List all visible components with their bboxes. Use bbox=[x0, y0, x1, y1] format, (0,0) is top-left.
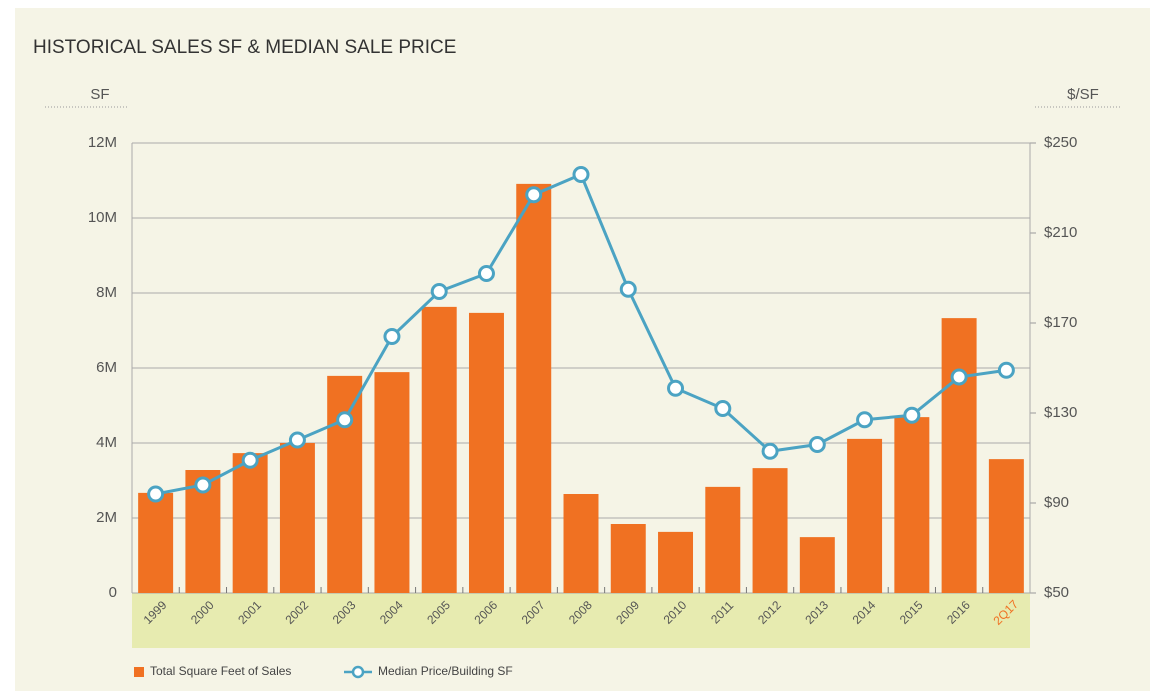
marker bbox=[288, 431, 306, 449]
marker bbox=[477, 265, 495, 282]
legend-marker bbox=[351, 665, 365, 679]
category-band bbox=[132, 593, 1030, 648]
legend-swatch bbox=[134, 667, 144, 677]
bar bbox=[658, 531, 694, 593]
marker bbox=[808, 436, 826, 453]
marker bbox=[383, 328, 401, 345]
bar bbox=[610, 524, 646, 593]
bar bbox=[232, 453, 268, 593]
marker bbox=[950, 368, 968, 386]
bar bbox=[894, 417, 930, 593]
bar bbox=[799, 537, 835, 593]
y2-tick-label: $250 bbox=[1044, 134, 1077, 151]
marker bbox=[194, 476, 212, 494]
bar bbox=[563, 494, 599, 593]
y-tick-label: 12M bbox=[88, 134, 117, 151]
y-tick-label: 6M bbox=[96, 359, 117, 376]
marker bbox=[147, 485, 165, 503]
bar bbox=[279, 443, 315, 593]
bar bbox=[468, 312, 504, 593]
bar bbox=[705, 486, 741, 593]
y-tick-label: 10M bbox=[88, 209, 117, 226]
marker bbox=[856, 411, 874, 429]
y2-tick-label: $50 bbox=[1044, 584, 1069, 601]
bar bbox=[941, 318, 977, 593]
y-axis-label: SF bbox=[90, 86, 109, 103]
marker bbox=[336, 411, 354, 429]
marker bbox=[619, 280, 637, 298]
y-tick-label: 8M bbox=[96, 284, 117, 301]
y2-tick-label: $90 bbox=[1044, 494, 1069, 511]
legend-label: Median Price/Building SF bbox=[378, 664, 513, 678]
y-tick-label: 4M bbox=[96, 434, 117, 451]
bar bbox=[138, 492, 174, 593]
marker bbox=[572, 166, 590, 183]
marker bbox=[714, 400, 732, 417]
marker bbox=[241, 451, 259, 469]
bar bbox=[327, 375, 363, 593]
marker bbox=[667, 379, 685, 397]
y2-tick-label: $210 bbox=[1044, 224, 1077, 241]
marker bbox=[997, 361, 1015, 379]
marker bbox=[430, 283, 448, 300]
bar bbox=[374, 372, 410, 593]
chart-title: HISTORICAL SALES SF & MEDIAN SALE PRICE bbox=[33, 37, 456, 58]
bar bbox=[847, 438, 883, 593]
marker bbox=[525, 186, 543, 204]
bar bbox=[752, 468, 788, 593]
marker bbox=[903, 406, 921, 424]
bar bbox=[988, 459, 1024, 593]
y-tick-label: 0 bbox=[109, 584, 117, 601]
bar bbox=[421, 306, 457, 593]
y2-tick-label: $170 bbox=[1044, 314, 1077, 331]
marker bbox=[761, 442, 779, 460]
legend-label: Total Square Feet of Sales bbox=[150, 664, 291, 678]
bar bbox=[516, 183, 552, 593]
y2-tick-label: $130 bbox=[1044, 404, 1077, 421]
y-tick-label: 2M bbox=[96, 509, 117, 526]
y2-axis-label: $/SF bbox=[1067, 86, 1099, 103]
